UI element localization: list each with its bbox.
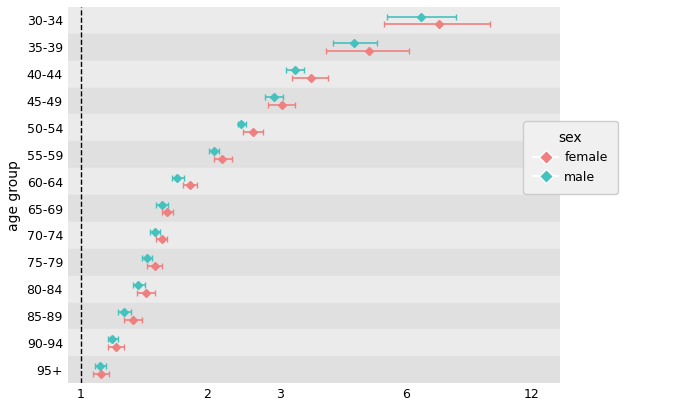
Bar [68, 34, 560, 61]
Bar [68, 195, 560, 222]
Bar [68, 115, 560, 141]
Bar [68, 88, 560, 115]
Bar [68, 141, 560, 168]
Bar [68, 329, 560, 356]
Legend: female, male: female, male [523, 121, 617, 194]
Bar [68, 7, 560, 34]
Bar [68, 168, 560, 195]
Bar [68, 249, 560, 276]
Bar [68, 303, 560, 329]
Bar [68, 356, 560, 383]
Bar [68, 61, 560, 88]
Bar [68, 222, 560, 249]
Bar [68, 276, 560, 303]
Y-axis label: age group: age group [7, 160, 21, 231]
